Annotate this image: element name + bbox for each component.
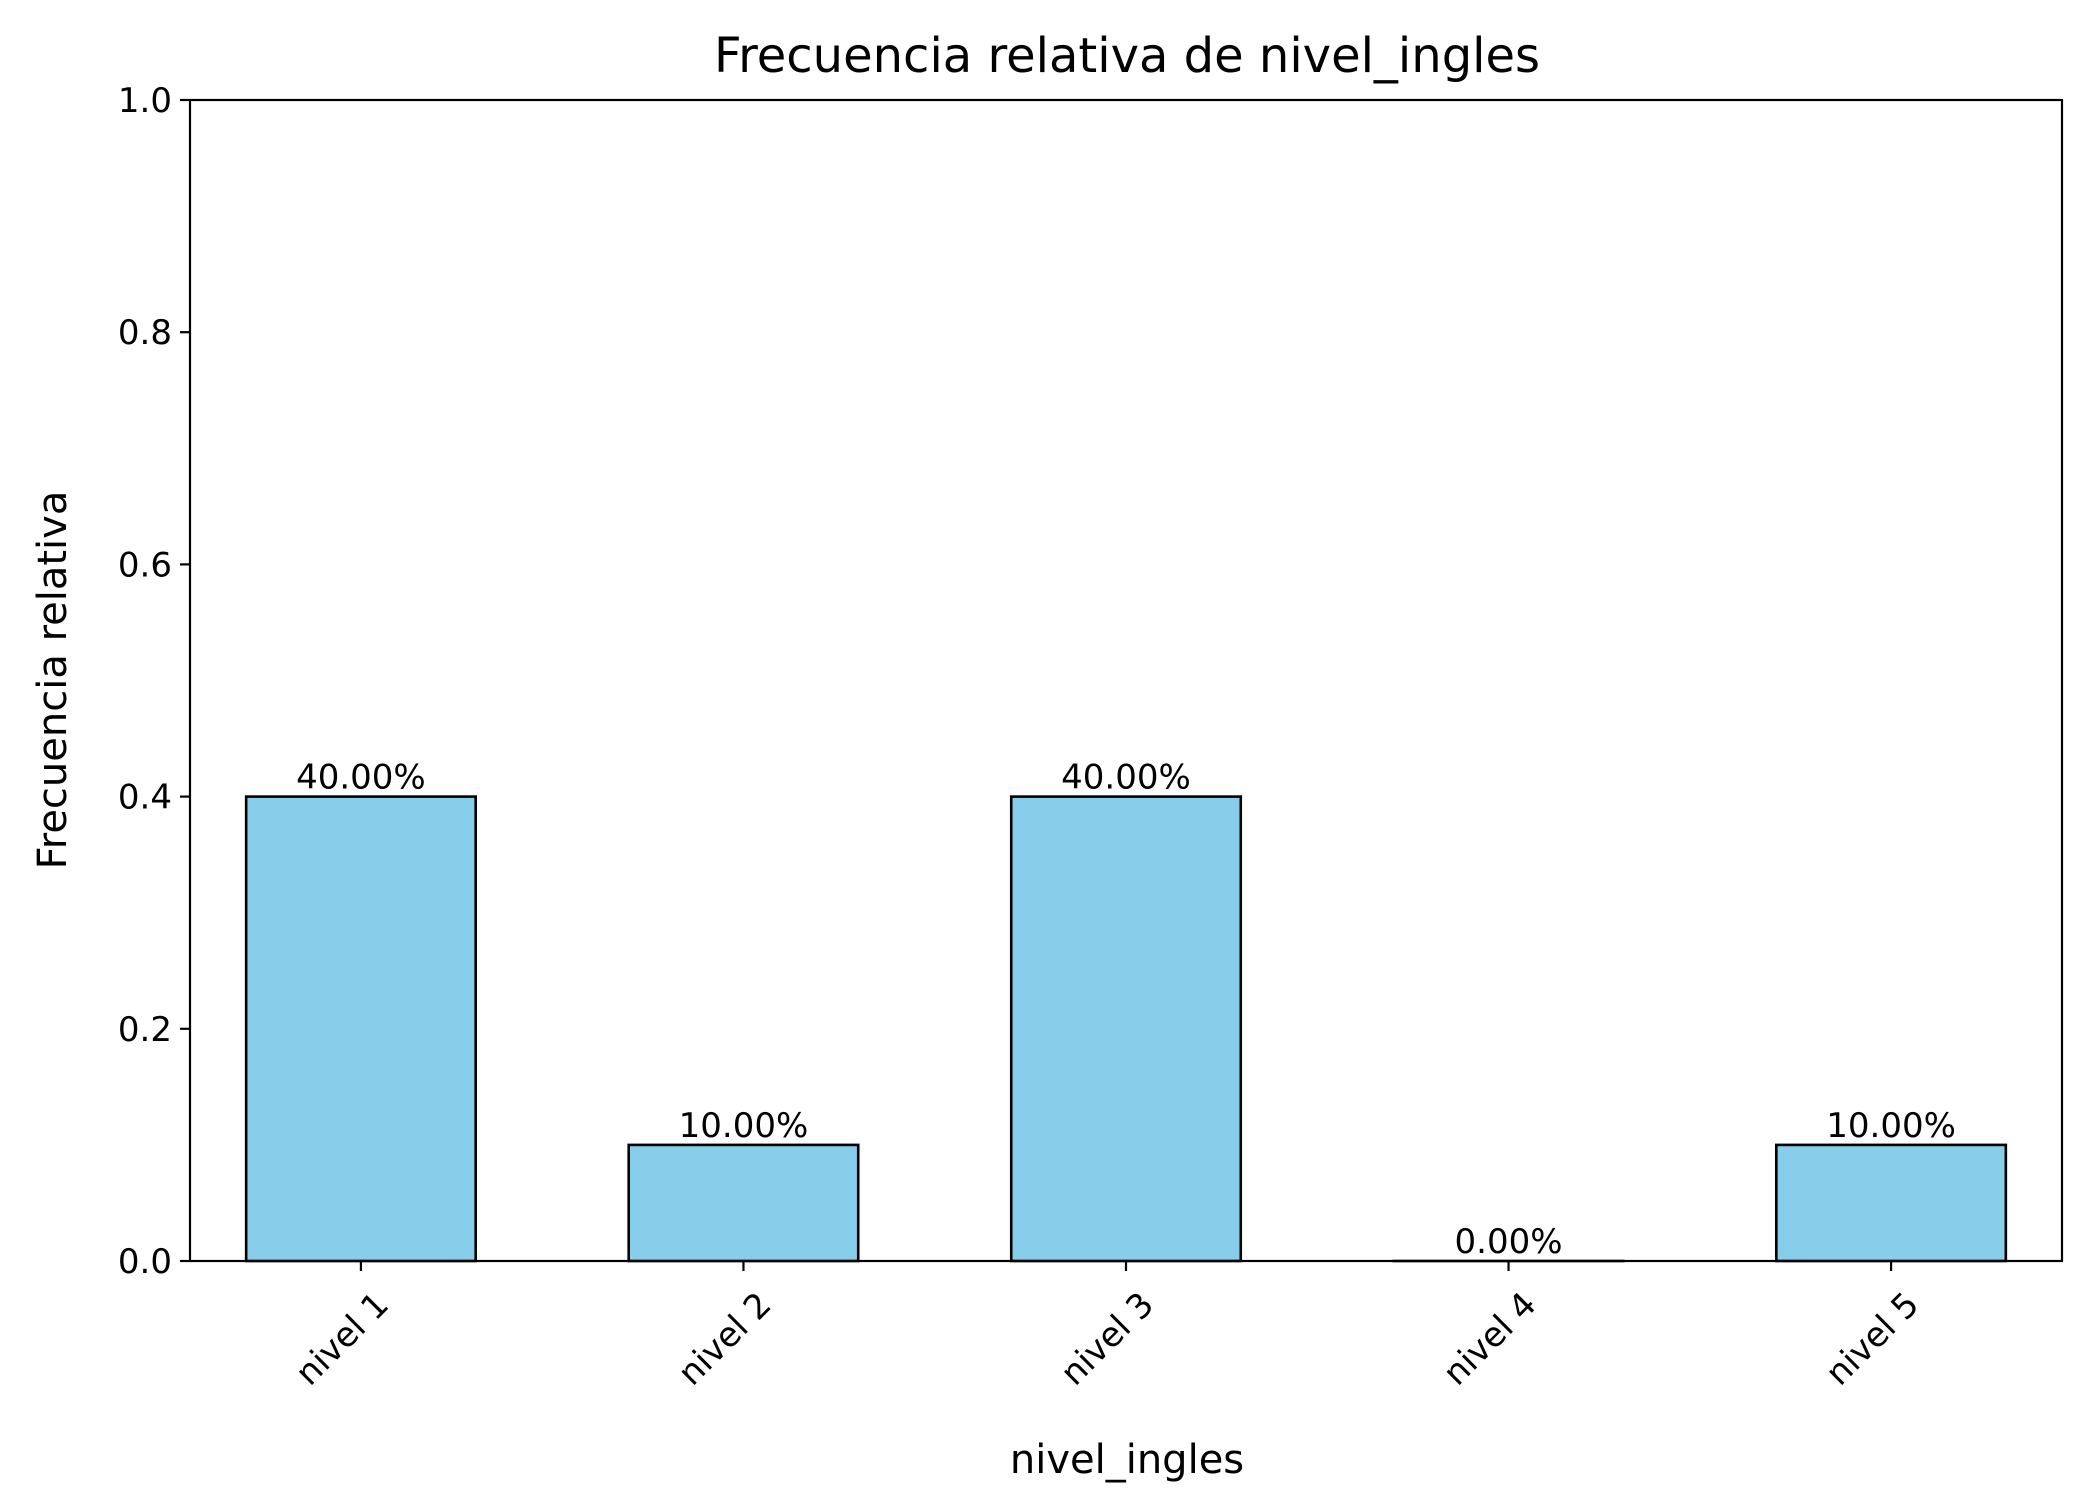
bar — [1009, 795, 1243, 1263]
chart-title: Frecuencia relativa de nivel_ingles — [714, 28, 1540, 84]
y-axis-ticks: 0.0 0.2 0.4 0.6 0.8 1.0 — [118, 81, 190, 1282]
bar-value-label: 10.00% — [1826, 1106, 1956, 1146]
bar-labels-group: 40.00% 10.00% 40.00% 0.00% 10.00% — [296, 758, 1956, 1262]
bar — [1775, 1143, 2008, 1263]
y-tick-label: 0.0 — [118, 1242, 172, 1282]
y-tick-label: 0.4 — [118, 778, 172, 818]
bar — [627, 1143, 860, 1263]
y-axis-label: Frecuencia relativa — [30, 491, 76, 870]
bar-value-label: 40.00% — [1061, 758, 1191, 798]
bar-value-label: 10.00% — [679, 1106, 809, 1146]
bars-group — [244, 795, 2008, 1263]
y-tick-label: 0.8 — [118, 313, 172, 353]
x-axis-label: nivel_ingles — [1010, 1437, 1244, 1483]
bar-value-label: 40.00% — [296, 758, 426, 798]
y-tick-label: 1.0 — [118, 81, 172, 121]
bar-value-label: 0.00% — [1455, 1222, 1563, 1262]
plot-frame — [188, 98, 2064, 1263]
y-tick-label: 0.2 — [118, 1010, 172, 1050]
bar — [244, 795, 477, 1263]
y-tick-label: 0.6 — [118, 545, 172, 585]
